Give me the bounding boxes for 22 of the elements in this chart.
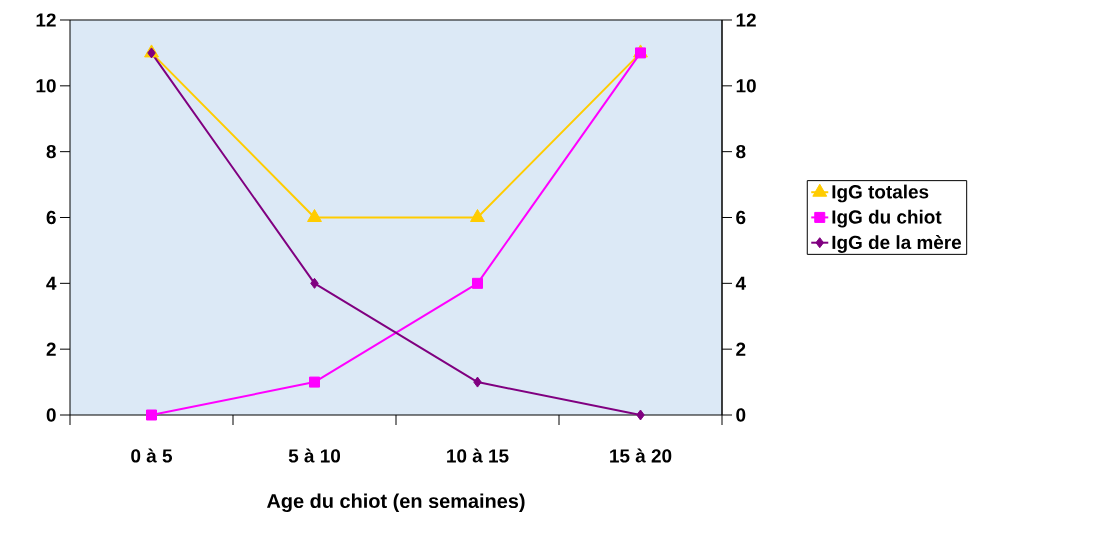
y-tick-label: 10 — [36, 79, 56, 93]
x-tick-label: 15 à 20 — [610, 448, 672, 463]
y-tick-label: 0 — [46, 408, 56, 422]
y-tick-label: 6 — [46, 210, 56, 225]
y2-tick-label: 6 — [736, 210, 746, 225]
y2-tick-label: 12 — [736, 13, 756, 27]
x-axis-title: Age du chiot (en semaines) — [266, 493, 525, 513]
y-tick-label: 12 — [36, 13, 56, 27]
legend-label: IgG du chiot — [832, 209, 942, 228]
legend-label: IgG totales — [832, 184, 929, 203]
y2-tick-label: 10 — [736, 79, 756, 93]
y-tick-label: 4 — [46, 276, 57, 290]
y2-tick-label: 4 — [735, 276, 746, 290]
x-tick-label: 5 à 10 — [288, 448, 341, 463]
y2-tick-label: 0 — [736, 408, 746, 422]
x-tick-label: 0 à 5 — [131, 448, 172, 463]
y-tick-label: 8 — [46, 144, 56, 159]
x-tick-label: 10 à 15 — [447, 448, 509, 463]
y-tick-label: 2 — [46, 342, 56, 356]
y2-tick-label: 2 — [736, 342, 746, 356]
legend-label: IgG de la mère — [832, 235, 962, 253]
y2-tick-label: 8 — [736, 144, 746, 159]
